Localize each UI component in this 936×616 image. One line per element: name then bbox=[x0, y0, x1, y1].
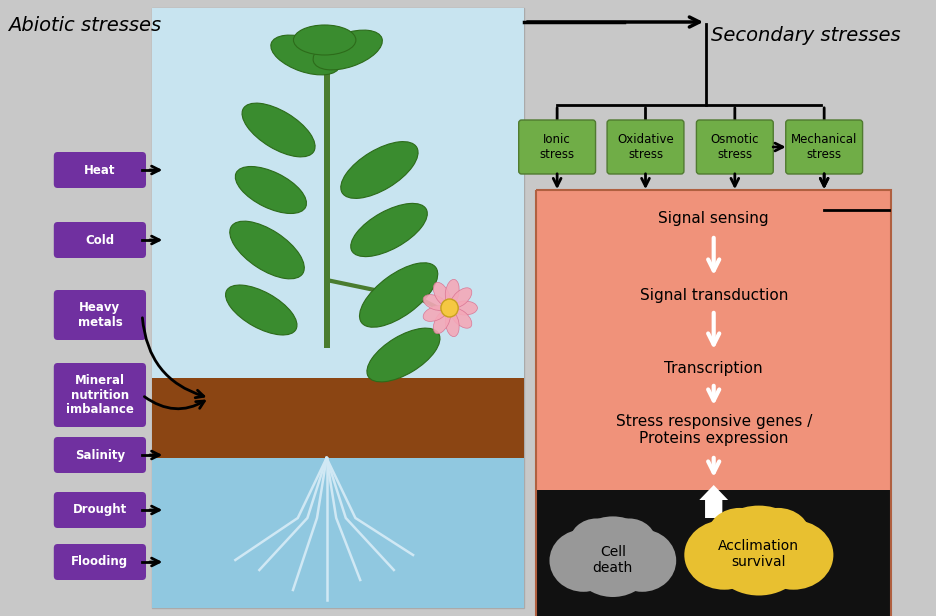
Bar bbox=[323, 38, 330, 348]
Ellipse shape bbox=[745, 508, 810, 564]
Text: Oxidative
stress: Oxidative stress bbox=[617, 133, 673, 161]
Text: Signal sensing: Signal sensing bbox=[658, 211, 768, 225]
Ellipse shape bbox=[235, 166, 306, 214]
Text: Transcription: Transcription bbox=[664, 360, 762, 376]
Text: Secondary stresses: Secondary stresses bbox=[710, 26, 899, 45]
Text: Heat: Heat bbox=[84, 163, 115, 177]
Bar bbox=[152, 8, 524, 608]
Ellipse shape bbox=[450, 288, 472, 307]
Bar bbox=[152, 458, 524, 608]
Text: Flooding: Flooding bbox=[71, 556, 128, 569]
Ellipse shape bbox=[579, 516, 645, 560]
FancyBboxPatch shape bbox=[695, 120, 772, 174]
FancyArrowPatch shape bbox=[144, 397, 204, 409]
Text: Drought: Drought bbox=[73, 503, 127, 516]
Bar bbox=[535, 490, 890, 616]
Ellipse shape bbox=[229, 221, 304, 279]
Text: Abiotic stresses: Abiotic stresses bbox=[7, 16, 161, 35]
Ellipse shape bbox=[313, 30, 382, 70]
Text: Heavy
metals: Heavy metals bbox=[78, 301, 122, 329]
Ellipse shape bbox=[445, 280, 459, 305]
Ellipse shape bbox=[341, 142, 417, 198]
Ellipse shape bbox=[432, 282, 450, 306]
Text: Mineral
nutrition
imbalance: Mineral nutrition imbalance bbox=[66, 374, 134, 416]
Bar bbox=[152, 378, 524, 458]
Ellipse shape bbox=[241, 103, 314, 157]
Ellipse shape bbox=[707, 508, 771, 564]
Text: Mechanical
stress: Mechanical stress bbox=[790, 133, 856, 161]
Ellipse shape bbox=[753, 520, 832, 590]
Bar bbox=[535, 190, 890, 490]
Ellipse shape bbox=[226, 285, 297, 335]
FancyBboxPatch shape bbox=[53, 437, 146, 473]
Text: Salinity: Salinity bbox=[75, 448, 124, 461]
Ellipse shape bbox=[367, 328, 440, 382]
Ellipse shape bbox=[423, 294, 446, 310]
Text: Ionic
stress: Ionic stress bbox=[539, 133, 574, 161]
Ellipse shape bbox=[359, 263, 437, 327]
FancyBboxPatch shape bbox=[53, 492, 146, 528]
FancyBboxPatch shape bbox=[53, 290, 146, 340]
Ellipse shape bbox=[271, 35, 340, 75]
Text: Cell
death: Cell death bbox=[592, 545, 633, 575]
FancyBboxPatch shape bbox=[53, 363, 146, 427]
Ellipse shape bbox=[450, 309, 472, 328]
Circle shape bbox=[441, 299, 458, 317]
Ellipse shape bbox=[423, 306, 446, 322]
Text: Stress responsive genes /
Proteins expression: Stress responsive genes / Proteins expre… bbox=[615, 414, 811, 446]
Text: Osmotic
stress: Osmotic stress bbox=[709, 133, 758, 161]
Ellipse shape bbox=[601, 519, 656, 569]
Ellipse shape bbox=[445, 311, 459, 336]
Ellipse shape bbox=[350, 203, 427, 257]
Ellipse shape bbox=[709, 508, 808, 596]
Ellipse shape bbox=[570, 519, 654, 597]
Text: Acclimation
survival: Acclimation survival bbox=[718, 539, 798, 569]
Ellipse shape bbox=[452, 301, 476, 315]
FancyBboxPatch shape bbox=[53, 544, 146, 580]
FancyBboxPatch shape bbox=[53, 152, 146, 188]
Ellipse shape bbox=[548, 529, 617, 592]
Ellipse shape bbox=[683, 520, 764, 590]
Ellipse shape bbox=[432, 310, 450, 334]
Ellipse shape bbox=[568, 519, 623, 569]
FancyBboxPatch shape bbox=[607, 120, 683, 174]
Bar bbox=[535, 190, 890, 616]
FancyBboxPatch shape bbox=[53, 222, 146, 258]
FancyArrow shape bbox=[698, 485, 727, 518]
Text: Cold: Cold bbox=[85, 233, 114, 246]
Bar bbox=[152, 8, 524, 378]
FancyBboxPatch shape bbox=[519, 120, 595, 174]
Ellipse shape bbox=[293, 25, 356, 55]
FancyArrowPatch shape bbox=[142, 318, 203, 398]
Ellipse shape bbox=[607, 529, 676, 592]
Text: Signal transduction: Signal transduction bbox=[639, 288, 787, 302]
Ellipse shape bbox=[720, 506, 797, 554]
FancyBboxPatch shape bbox=[785, 120, 862, 174]
